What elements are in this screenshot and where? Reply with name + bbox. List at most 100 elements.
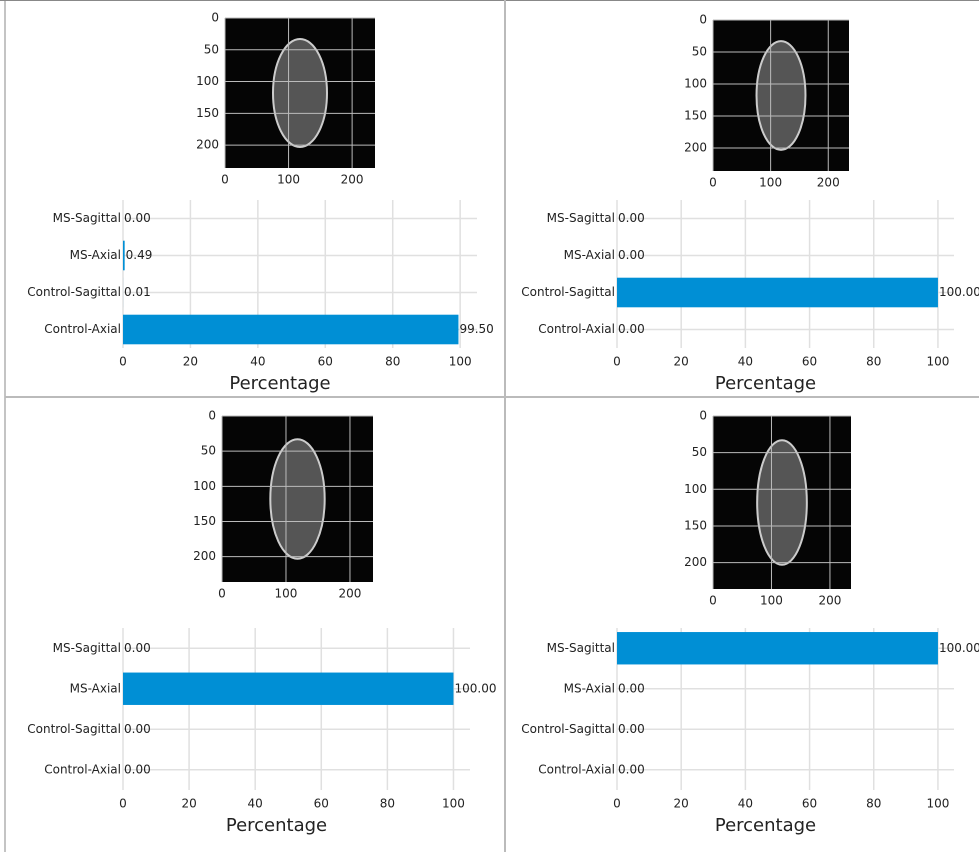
value-label: 0.00: [124, 722, 151, 736]
x-tick-label: 200: [341, 173, 364, 187]
value-label: 0.00: [124, 211, 151, 225]
x-tick-label: 0: [613, 797, 621, 811]
y-tick-label: 50: [204, 42, 219, 56]
x-tick-label: 20: [674, 355, 689, 369]
x-tick-label: 80: [866, 355, 881, 369]
bar: [617, 632, 938, 664]
y-tick-label: 200: [196, 138, 219, 152]
mri-anatomy: [273, 39, 327, 147]
x-tick-label: 100: [926, 797, 949, 811]
value-label: 100.00: [454, 681, 496, 695]
bar: [617, 278, 938, 308]
y-tick-label: MS-Axial: [70, 681, 121, 695]
x-tick-label: 40: [250, 355, 265, 369]
y-tick-label: 200: [684, 140, 707, 154]
value-label: 100.00: [939, 285, 979, 299]
value-label: 0.00: [618, 722, 645, 736]
y-tick-label: 0: [699, 13, 707, 27]
y-tick-label: Control-Sagittal: [521, 722, 615, 736]
x-tick-label: 0: [119, 797, 127, 811]
x-tick-label: 100: [275, 587, 298, 601]
x-tick-label: 100: [760, 594, 783, 608]
x-tick-label: 0: [119, 355, 127, 369]
x-tick-label: 100: [759, 176, 782, 190]
y-tick-label: Control-Axial: [44, 762, 121, 776]
value-label: 0.00: [618, 211, 645, 225]
x-tick-label: 0: [613, 355, 621, 369]
mri-anatomy: [757, 440, 807, 565]
y-tick-label: MS-Sagittal: [53, 211, 121, 225]
value-label: 0.00: [618, 681, 645, 695]
y-tick-label: MS-Sagittal: [53, 641, 121, 655]
x-tick-label: 200: [339, 587, 362, 601]
x-tick-label: 20: [183, 355, 198, 369]
x-tick-label: 100: [277, 173, 300, 187]
y-tick-label: 150: [193, 514, 216, 528]
y-tick-label: 100: [196, 74, 219, 88]
x-tick-label: 80: [385, 355, 400, 369]
value-label: 0.00: [618, 762, 645, 776]
value-label: 0.01: [124, 285, 151, 299]
x-tick-label: 200: [818, 594, 841, 608]
y-tick-label: Control-Sagittal: [27, 722, 121, 736]
x-tick-label: 60: [314, 797, 329, 811]
y-tick-label: Control-Axial: [538, 322, 615, 336]
x-tick-label: 60: [802, 355, 817, 369]
y-tick-label: MS-Axial: [70, 248, 121, 262]
y-tick-label: 100: [193, 479, 216, 493]
value-label: 0.00: [618, 248, 645, 262]
figure: 0100200050100150200020406080100Control-A…: [0, 0, 979, 852]
x-tick-label: 60: [802, 797, 817, 811]
x-axis-label: Percentage: [229, 373, 330, 394]
y-tick-label: 100: [684, 482, 707, 496]
x-tick-label: 200: [817, 176, 840, 190]
x-tick-label: 0: [709, 176, 717, 190]
x-tick-label: 0: [218, 587, 226, 601]
mri-anatomy: [757, 41, 806, 150]
bar: [123, 673, 453, 705]
value-label: 100.00: [939, 641, 979, 655]
x-axis-label: Percentage: [715, 373, 816, 394]
bar: [123, 315, 458, 345]
y-tick-label: 150: [684, 108, 707, 122]
y-tick-label: Control-Sagittal: [521, 285, 615, 299]
x-tick-label: 40: [738, 355, 753, 369]
y-tick-label: 50: [201, 444, 216, 458]
value-label: 0.00: [124, 641, 151, 655]
y-tick-label: 150: [196, 106, 219, 120]
y-tick-label: 100: [684, 76, 707, 90]
x-tick-label: 80: [380, 797, 395, 811]
y-tick-label: 200: [684, 555, 707, 569]
x-tick-label: 100: [449, 355, 472, 369]
y-tick-label: 0: [211, 11, 219, 25]
value-label: 99.50: [459, 322, 493, 336]
y-tick-label: MS-Sagittal: [547, 641, 615, 655]
x-axis-label: Percentage: [226, 815, 327, 836]
y-tick-label: 0: [699, 409, 707, 423]
mri-anatomy: [270, 439, 324, 559]
y-tick-label: MS-Sagittal: [547, 211, 615, 225]
x-tick-label: 100: [442, 797, 465, 811]
x-axis-label: Percentage: [715, 815, 816, 836]
y-tick-label: Control-Sagittal: [27, 285, 121, 299]
y-tick-label: Control-Axial: [538, 762, 615, 776]
x-tick-label: 40: [248, 797, 263, 811]
y-tick-label: 50: [692, 445, 707, 459]
x-tick-label: 0: [221, 173, 229, 187]
x-tick-label: 80: [866, 797, 881, 811]
x-tick-label: 0: [709, 594, 717, 608]
y-tick-label: 150: [684, 518, 707, 532]
y-tick-label: 200: [193, 549, 216, 563]
x-tick-label: 60: [318, 355, 333, 369]
x-tick-label: 20: [674, 797, 689, 811]
x-tick-label: 100: [926, 355, 949, 369]
y-tick-label: 0: [208, 409, 216, 423]
value-label: 0.00: [124, 762, 151, 776]
value-label: 0.49: [126, 248, 153, 262]
bar: [123, 241, 125, 271]
y-tick-label: MS-Axial: [564, 681, 615, 695]
y-tick-label: 50: [692, 44, 707, 58]
x-tick-label: 40: [738, 797, 753, 811]
y-tick-label: MS-Axial: [564, 248, 615, 262]
value-label: 0.00: [618, 322, 645, 336]
